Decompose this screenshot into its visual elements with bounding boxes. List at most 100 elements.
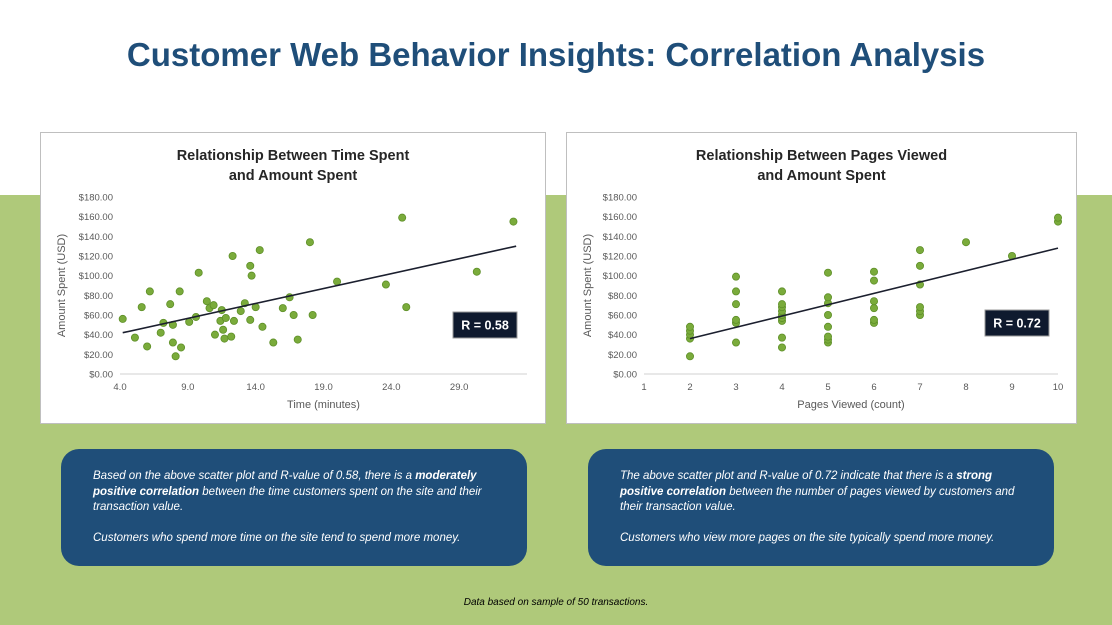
r-value-box: R = 0.58 bbox=[452, 311, 518, 339]
r-value-box: R = 0.72 bbox=[984, 309, 1050, 337]
data-point bbox=[229, 316, 238, 325]
scatter-chart-pages: $0.00 $20.00 $40.00 $60.00 $80.00 $100.00 $120… bbox=[582, 193, 1064, 412]
data-point bbox=[177, 343, 186, 352]
trendline bbox=[689, 247, 1059, 340]
y-tick-label: $40.00 bbox=[608, 330, 637, 341]
x-tick-label: 1 bbox=[641, 382, 646, 393]
data-point bbox=[305, 238, 314, 247]
data-point bbox=[219, 325, 228, 334]
y-axis-title: Amount Spent (USD) bbox=[582, 234, 594, 337]
x-tick-label: 5 bbox=[825, 382, 830, 393]
x-tick-label: 4 bbox=[779, 382, 784, 393]
data-point bbox=[130, 333, 139, 342]
data-point bbox=[823, 322, 832, 331]
data-point bbox=[869, 297, 878, 306]
x-tick-label: 3 bbox=[733, 382, 738, 393]
chart-title-line1: Relationship Between Time Spent bbox=[176, 148, 410, 164]
data-point bbox=[168, 338, 177, 347]
data-point bbox=[209, 301, 218, 310]
data-point bbox=[402, 303, 411, 312]
data-point bbox=[247, 271, 256, 280]
x-tick-label: 29.0 bbox=[450, 382, 469, 393]
chart-title-line2: and Amount Spent bbox=[757, 168, 886, 184]
x-tick-label: 24.0 bbox=[382, 382, 401, 393]
data-point bbox=[166, 300, 175, 309]
y-tick-label: $100.00 bbox=[603, 271, 637, 282]
data-point bbox=[228, 252, 237, 261]
data-point bbox=[255, 246, 264, 255]
scatter-chart-time: $0.00 $20.00 $40.00 $60.00 $80.00 $100.00 $120… bbox=[56, 193, 527, 411]
data-point bbox=[686, 352, 695, 361]
data-point bbox=[143, 342, 152, 351]
y-tick-label: $120.00 bbox=[603, 252, 637, 263]
chart-title-line2: and Amount Spent bbox=[228, 168, 358, 184]
trendline bbox=[122, 245, 517, 334]
data-point bbox=[171, 352, 180, 361]
data-point bbox=[194, 268, 203, 277]
data-point bbox=[777, 343, 786, 352]
insight-box-pages: The above scatter plot and R-value of 0.… bbox=[588, 449, 1054, 566]
insight-paragraph: The above scatter plot and R-value of 0.… bbox=[620, 469, 1022, 516]
x-tick-label: 10 bbox=[1053, 382, 1064, 393]
insight-conclusion: Customers who spend more time on the sit… bbox=[93, 531, 461, 544]
insight-text: Based on the above scatter plot and R-va… bbox=[93, 470, 416, 482]
data-point bbox=[1053, 213, 1062, 222]
data-point bbox=[686, 322, 695, 331]
insight-conclusion: Customers who view more pages on the sit… bbox=[620, 531, 995, 544]
r-value-label: R = 0.72 bbox=[993, 317, 1041, 331]
x-tick-label: 14.0 bbox=[246, 382, 265, 393]
insight-highlight: moderately positive correlation bbox=[93, 470, 477, 498]
data-point bbox=[823, 332, 832, 341]
data-point bbox=[236, 307, 245, 316]
y-tick-label: $160.00 bbox=[79, 212, 113, 223]
y-tick-label: $40.00 bbox=[84, 330, 113, 341]
data-point bbox=[823, 293, 832, 302]
x-tick-label: 8 bbox=[963, 382, 968, 393]
x-tick-label: 9.0 bbox=[181, 382, 194, 393]
data-point bbox=[915, 303, 924, 312]
data-point bbox=[293, 335, 302, 344]
data-point bbox=[278, 304, 287, 313]
data-point bbox=[869, 276, 878, 285]
insight-box-time: Based on the above scatter plot and R-va… bbox=[61, 449, 527, 566]
y-tick-label: $140.00 bbox=[79, 232, 113, 243]
data-point bbox=[308, 310, 317, 319]
data-point bbox=[731, 315, 740, 324]
r-value-label: R = 0.58 bbox=[461, 319, 509, 333]
data-point bbox=[220, 334, 229, 343]
x-tick-label: 2 bbox=[687, 382, 692, 393]
data-point bbox=[823, 268, 832, 277]
x-tick-label: 4.0 bbox=[113, 382, 126, 393]
x-tick-label: 7 bbox=[917, 382, 922, 393]
r-value-box-bg bbox=[452, 311, 518, 339]
data-point bbox=[869, 304, 878, 313]
y-tick-label: $20.00 bbox=[608, 350, 637, 361]
y-tick-label: $0.00 bbox=[613, 370, 637, 381]
data-point bbox=[472, 267, 481, 276]
data-point bbox=[227, 332, 236, 341]
data-point bbox=[258, 322, 267, 331]
y-tick-label: $80.00 bbox=[608, 291, 637, 302]
insight-text: between the time customers spent on the … bbox=[93, 485, 482, 514]
data-point bbox=[333, 277, 342, 286]
data-point bbox=[269, 338, 278, 347]
data-point bbox=[823, 310, 832, 319]
footnote: Data based on sample of 50 transactions. bbox=[463, 597, 649, 608]
y-tick-label: $140.00 bbox=[603, 232, 637, 243]
chart-title: Relationship Between Time Spent and Amou… bbox=[41, 146, 545, 186]
y-tick-label: $120.00 bbox=[79, 252, 113, 263]
data-point bbox=[210, 330, 219, 339]
page-title: Customer Web Behavior Insights: Correlat… bbox=[126, 36, 986, 73]
chart-card-time: Relationship Between Time Spent and Amou… bbox=[40, 132, 546, 424]
y-tick-label: $180.00 bbox=[79, 193, 113, 204]
chart-title: Relationship Between Pages Viewed and Am… bbox=[567, 146, 1076, 186]
data-point bbox=[398, 213, 407, 222]
y-axis-title: Amount Spent (USD) bbox=[56, 234, 68, 337]
data-point bbox=[202, 297, 211, 306]
chart-card-pages: Relationship Between Pages Viewed and Am… bbox=[566, 132, 1077, 424]
insight-text: The above scatter plot and R-value of 0.… bbox=[620, 470, 957, 482]
data-point bbox=[731, 338, 740, 347]
y-tick-label: $0.00 bbox=[89, 370, 113, 381]
data-point bbox=[731, 300, 740, 309]
y-tick-label: $160.00 bbox=[603, 212, 637, 223]
